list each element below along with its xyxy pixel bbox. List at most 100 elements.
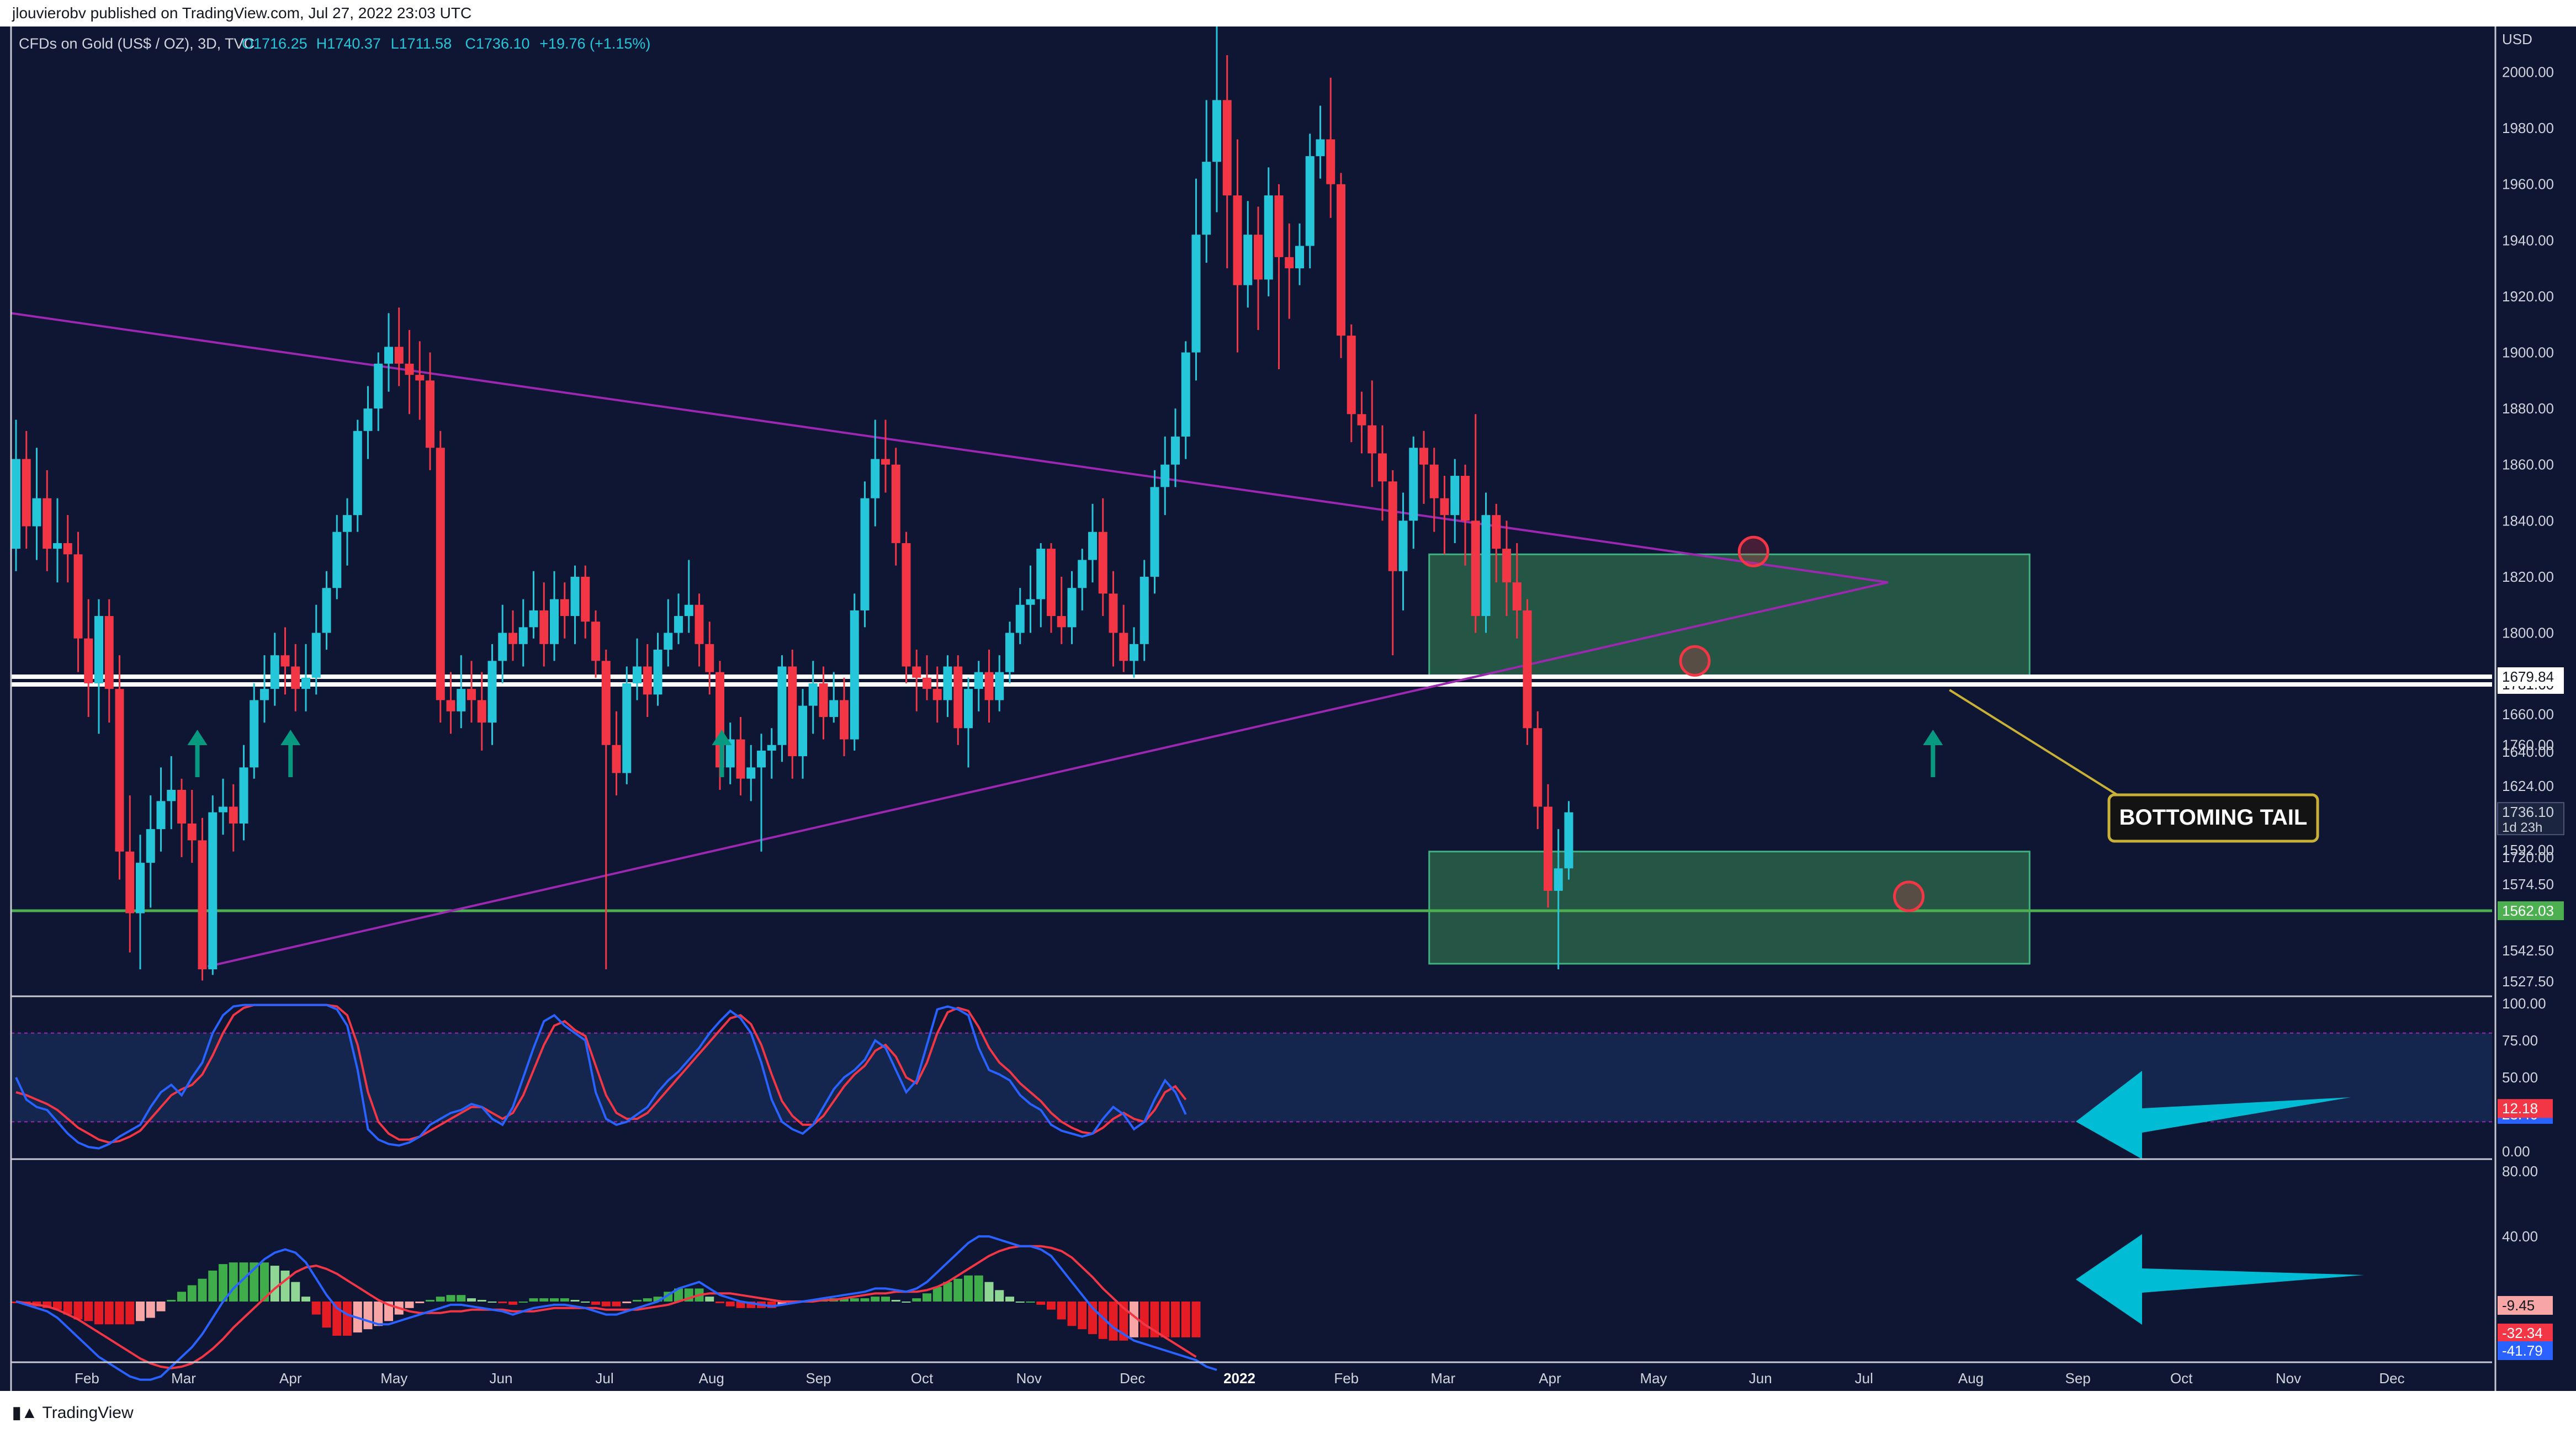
highlight-circle-2[interactable]: [1737, 535, 1769, 567]
candle[interactable]: [1109, 571, 1118, 667]
candle[interactable]: [1036, 543, 1046, 628]
candle[interactable]: [63, 515, 72, 583]
candle[interactable]: [964, 677, 973, 768]
support-zone-2[interactable]: [1428, 851, 2031, 965]
candle[interactable]: [819, 666, 828, 740]
candle[interactable]: [1409, 436, 1418, 549]
candle[interactable]: [22, 431, 31, 549]
candle[interactable]: [508, 610, 517, 661]
candle[interactable]: [415, 341, 425, 420]
candle[interactable]: [1160, 436, 1170, 516]
candle[interactable]: [653, 633, 662, 706]
candle[interactable]: [301, 644, 310, 711]
candle[interactable]: [353, 419, 362, 532]
trendline-1[interactable]: [10, 312, 1889, 584]
candle[interactable]: [1243, 201, 1253, 308]
candle[interactable]: [788, 650, 797, 779]
candle[interactable]: [1316, 105, 1325, 179]
candle[interactable]: [1533, 711, 1543, 830]
candle[interactable]: [518, 599, 528, 667]
candle[interactable]: [1295, 223, 1304, 285]
candle[interactable]: [1337, 173, 1345, 358]
candle[interactable]: [953, 655, 963, 745]
candle[interactable]: [229, 784, 238, 852]
candle[interactable]: [32, 448, 41, 560]
candle[interactable]: [1398, 492, 1408, 610]
candle[interactable]: [467, 661, 476, 723]
candle[interactable]: [1388, 470, 1397, 656]
candle[interactable]: [322, 571, 331, 650]
up-arrow-icon[interactable]: [712, 730, 732, 777]
candle[interactable]: [581, 565, 590, 639]
candle[interactable]: [250, 683, 259, 779]
candle[interactable]: [1202, 100, 1211, 263]
candle[interactable]: [1222, 55, 1232, 269]
candle[interactable]: [426, 352, 434, 470]
candle[interactable]: [219, 778, 227, 835]
candle[interactable]: [311, 604, 321, 695]
annotation-box[interactable]: [2107, 793, 2319, 843]
candle[interactable]: [974, 661, 983, 711]
candle[interactable]: [1554, 829, 1563, 970]
price-marker-4[interactable]: 1562.03: [2498, 901, 2564, 920]
candle[interactable]: [570, 565, 580, 644]
candle[interactable]: [757, 734, 766, 852]
candle[interactable]: [405, 330, 414, 415]
candle[interactable]: [177, 778, 186, 857]
candle[interactable]: [1264, 167, 1273, 296]
candle[interactable]: [1285, 223, 1294, 319]
candle[interactable]: [1047, 543, 1056, 633]
candle[interactable]: [860, 481, 870, 628]
candle[interactable]: [1367, 380, 1377, 487]
candle[interactable]: [984, 650, 994, 723]
candle[interactable]: [457, 655, 466, 729]
candle[interactable]: [1326, 77, 1335, 218]
candle[interactable]: [1440, 476, 1449, 555]
candle[interactable]: [487, 644, 497, 745]
candle[interactable]: [1026, 565, 1035, 633]
candle[interactable]: [1057, 576, 1066, 644]
candle[interactable]: [633, 638, 642, 700]
candle[interactable]: [167, 756, 176, 830]
candle[interactable]: [1150, 470, 1159, 594]
candle[interactable]: [529, 571, 538, 639]
candle[interactable]: [1492, 503, 1501, 583]
candle[interactable]: [622, 666, 632, 784]
candle[interactable]: [725, 723, 735, 784]
candle[interactable]: [156, 767, 166, 852]
candle[interactable]: [746, 745, 756, 801]
candle[interactable]: [850, 593, 859, 751]
candle[interactable]: [995, 655, 1004, 711]
candle[interactable]: [1098, 498, 1107, 617]
candle[interactable]: [394, 307, 404, 386]
candle[interactable]: [498, 604, 507, 683]
candle[interactable]: [798, 689, 807, 779]
highlight-circle-1[interactable]: [1679, 645, 1711, 677]
candle[interactable]: [1419, 431, 1428, 504]
candle[interactable]: [1274, 184, 1284, 370]
candle[interactable]: [736, 716, 745, 796]
candle[interactable]: [695, 593, 704, 667]
candle[interactable]: [363, 386, 373, 459]
candle[interactable]: [43, 470, 52, 571]
candle[interactable]: [902, 532, 911, 683]
candle[interactable]: [1233, 139, 1242, 353]
candle[interactable]: [612, 711, 621, 796]
candle[interactable]: [1067, 571, 1077, 644]
candle[interactable]: [1512, 543, 1522, 639]
chart-canvas[interactable]: BOTTOMING TAIL 100.0075.0050.000.0023.40…: [0, 26, 2576, 1391]
stoch-arrow-icon[interactable]: [2076, 1071, 2351, 1159]
candle[interactable]: [1254, 206, 1263, 330]
candle[interactable]: [208, 795, 218, 975]
candle[interactable]: [1502, 521, 1511, 617]
candle[interactable]: [591, 610, 600, 678]
candle[interactable]: [871, 419, 880, 527]
tradingview-logo[interactable]: ▮▲ TradingView: [12, 1403, 134, 1422]
candle[interactable]: [777, 655, 787, 762]
candle[interactable]: [1357, 391, 1366, 454]
candle[interactable]: [601, 650, 611, 970]
candle[interactable]: [1461, 464, 1470, 566]
candle[interactable]: [550, 571, 559, 661]
candle[interactable]: [1305, 134, 1314, 269]
candle[interactable]: [923, 655, 931, 700]
